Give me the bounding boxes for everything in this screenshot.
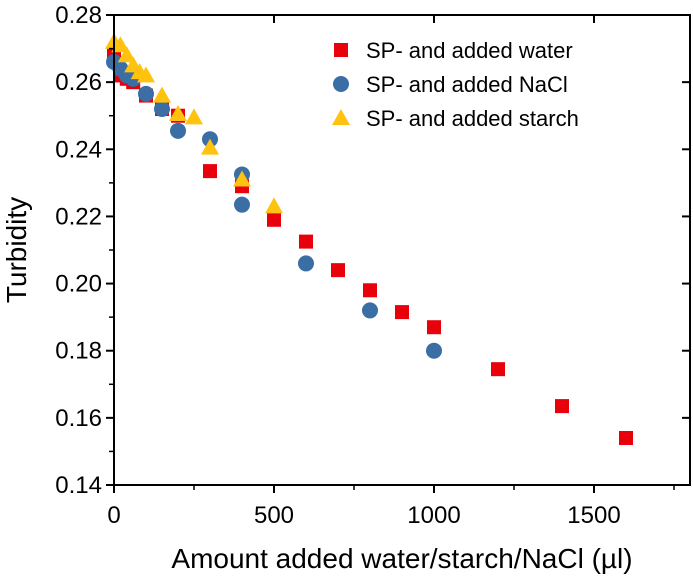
data-point-circle <box>154 101 170 117</box>
legend-label: SP- and added starch <box>366 106 579 131</box>
data-point-triangle <box>137 66 155 83</box>
data-point-square <box>555 399 569 414</box>
data-point-triangle <box>201 138 219 155</box>
data-point-triangle <box>117 46 136 63</box>
y-tick-label: 0.28 <box>55 2 102 29</box>
y-tick-label: 0.24 <box>55 136 102 163</box>
data-point-square <box>299 234 313 249</box>
x-tick-label: 0 <box>107 502 120 529</box>
legend-label: SP- and added water <box>366 38 573 63</box>
y-tick-label: 0.18 <box>55 338 102 365</box>
data-point-triangle <box>169 105 187 122</box>
data-point-triangle <box>185 108 203 125</box>
y-tick-label: 0.20 <box>55 271 102 298</box>
legend-label: SP- and added NaCl <box>366 72 568 97</box>
y-axis-label: Turbidity <box>1 197 32 303</box>
data-point-square <box>203 164 217 179</box>
data-point-circle <box>170 122 186 139</box>
y-tick-label: 0.22 <box>55 203 102 230</box>
legend-marker-circle <box>333 76 349 92</box>
data-points <box>105 32 633 445</box>
data-point-triangle <box>111 36 130 53</box>
x-tick-label: 500 <box>254 502 294 529</box>
y-tick-label: 0.26 <box>55 69 102 96</box>
y-tick-label: 0.16 <box>55 405 102 432</box>
data-point-circle <box>138 85 154 102</box>
legend-marker-square <box>334 43 348 57</box>
data-point-square <box>395 305 409 320</box>
data-point-circle <box>298 255 314 272</box>
data-point-triangle <box>233 170 251 187</box>
data-point-circle <box>234 196 250 213</box>
legend: SP- and added water SP- and added NaCl SP-… <box>332 38 579 131</box>
x-tick-label: 1000 <box>407 502 460 529</box>
legend-marker-triangle <box>332 109 350 125</box>
data-point-circle <box>426 342 442 359</box>
x-tick-label: 1500 <box>567 502 620 529</box>
data-point-triangle <box>265 197 283 214</box>
x-axis-label: Amount added water/starch/NaCl (µl) <box>171 543 632 574</box>
data-point-square <box>363 283 377 298</box>
data-point-square <box>427 320 441 335</box>
data-point-square <box>491 362 505 377</box>
data-point-circle <box>362 302 378 319</box>
data-point-square <box>267 212 281 227</box>
data-point-square <box>331 263 345 278</box>
data-point-square <box>619 431 633 445</box>
axis-ticks: 0 500 1000 1500 0.14 0.16 0.18 0.20 0.22 0.24 0.26… <box>55 2 690 529</box>
y-tick-label: 0.14 <box>55 472 102 499</box>
data-point-triangle <box>153 86 171 103</box>
